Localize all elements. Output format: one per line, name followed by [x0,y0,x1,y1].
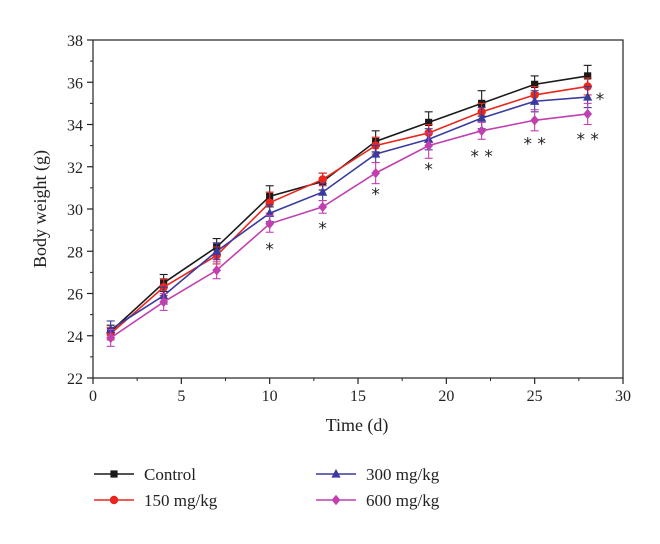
legend-label: Control [144,465,196,484]
series-3 [106,103,592,346]
series-line [111,76,588,332]
significance-mark: * [318,219,327,239]
data-point [318,175,326,183]
x-tick-label: 0 [89,388,97,405]
legend-item: 600 mg/kg [316,491,440,510]
series-2 [106,86,592,337]
significance-mark: * [371,185,380,205]
significance-mark: * * [470,147,492,167]
y-tick-label: 26 [67,287,83,304]
significance-mark: * [265,240,274,260]
x-tick-label: 5 [177,388,185,405]
y-tick-label: 24 [67,329,83,346]
legend-marker [110,496,118,504]
legend-label: 600 mg/kg [366,491,440,510]
plot-frame [93,40,623,378]
legend-item: Control [94,465,196,484]
series-line [111,114,588,338]
y-tick-label: 34 [67,118,83,135]
x-tick-label: 20 [438,388,454,405]
data-point [477,126,486,136]
y-tick-label: 22 [67,371,83,388]
y-tick-label: 32 [67,160,83,177]
significance-mark: * [424,160,433,180]
data-point [583,92,592,101]
legend-item: 150 mg/kg [94,491,218,510]
x-tick-label: 10 [262,388,278,405]
legend-marker [332,495,341,505]
legend-label: 150 mg/kg [144,491,218,510]
legend-item: 300 mg/kg [316,465,440,484]
significance-mark: * [596,90,605,110]
x-axis-title: Time (d) [326,415,389,436]
series-1 [106,78,591,340]
significance-mark: * * [523,134,545,154]
data-point [318,187,327,196]
y-axis-title: Body weight (g) [30,150,51,268]
y-tick-label: 28 [67,244,83,261]
significance-mark: * * [576,130,598,150]
series-line [111,97,588,329]
data-point [583,109,592,119]
data-point [318,202,327,212]
plot-area: 0 5 10 15 20 25 30 22 24 26 28 30 32 34 36 38 * * * * * * * *… [67,33,631,405]
legend-label: 300 mg/kg [366,465,440,484]
data-point [530,115,539,125]
x-tick-label: 15 [350,388,366,405]
y-tick-label: 30 [67,202,83,219]
legend-marker [110,470,117,477]
legend: Control 150 mg/kg 300 mg/kg 600 mg/kg [94,465,440,510]
data-point [371,168,380,178]
y-tick-label: 36 [67,75,83,92]
x-tick-label: 30 [615,388,631,405]
x-tick-label: 25 [527,388,543,405]
y-tick-label: 38 [67,33,83,50]
